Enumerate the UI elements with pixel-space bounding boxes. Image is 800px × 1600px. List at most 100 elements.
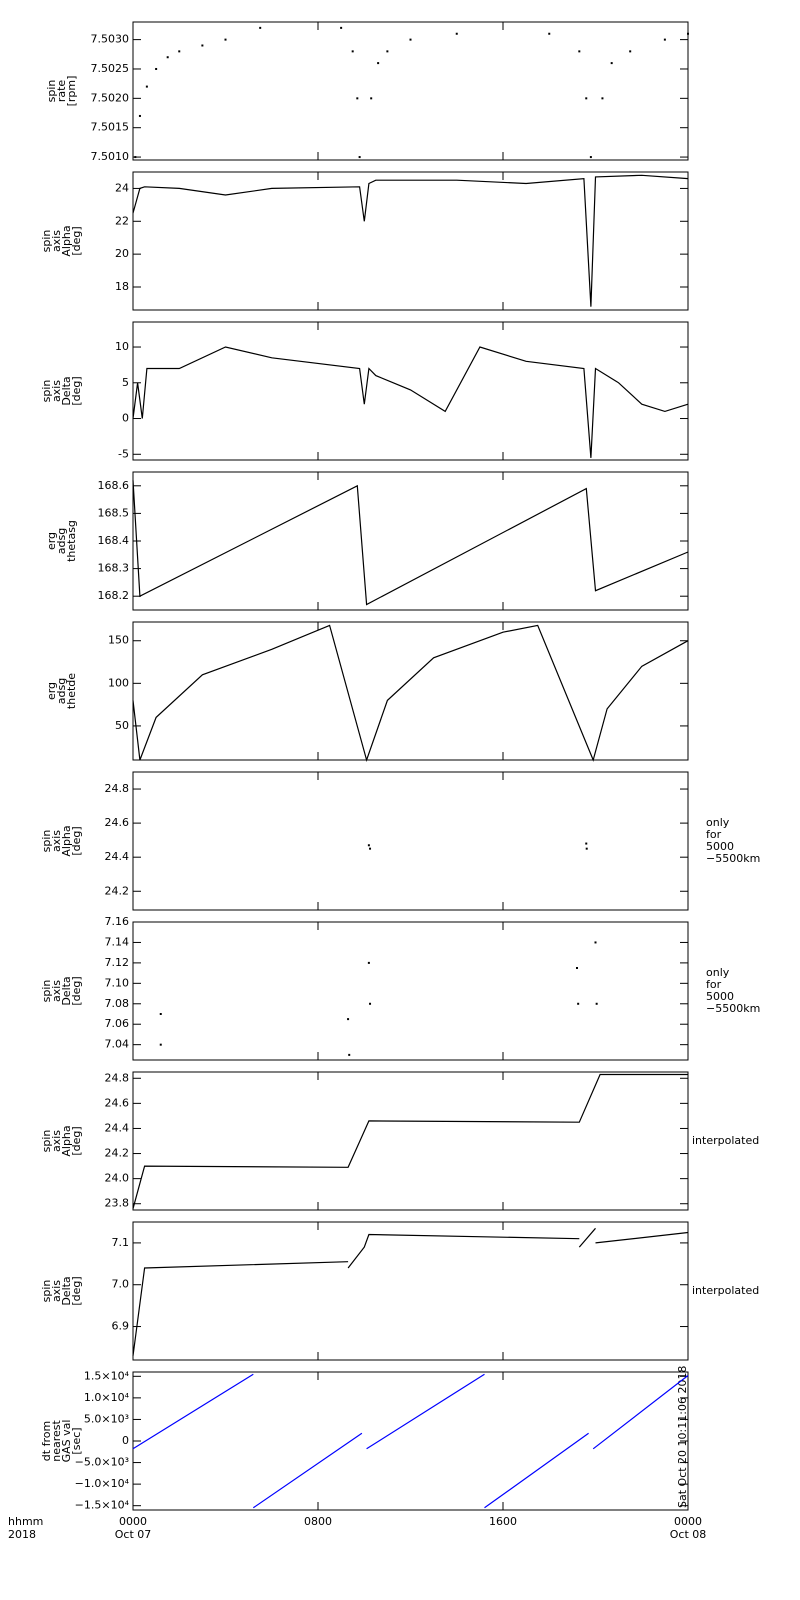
y-axis-label: [deg]	[70, 976, 83, 1005]
y-tick-label: 24.2	[105, 1147, 130, 1160]
side-note: 5000	[706, 840, 734, 853]
y-tick-label: 7.08	[105, 997, 130, 1010]
y-tick-label: 168.6	[98, 479, 130, 492]
point	[340, 26, 343, 29]
side-note: for	[706, 828, 722, 841]
y-axis-label: axis	[50, 380, 63, 402]
y-tick-label: 7.0	[112, 1278, 130, 1291]
y-tick-label: 7.14	[105, 935, 130, 948]
panel-frame	[132, 1221, 689, 1361]
point	[145, 85, 148, 88]
line	[132, 1073, 688, 1209]
y-axis-label: spin	[40, 1130, 53, 1153]
point	[201, 44, 204, 47]
point	[259, 26, 262, 29]
y-axis-label: Delta	[60, 976, 73, 1005]
y-axis-label: dt from	[40, 1421, 53, 1461]
y-tick-label: 168.2	[98, 589, 130, 602]
y-tick-label: 7.04	[105, 1038, 130, 1051]
y-tick-label: 168.3	[98, 562, 130, 575]
panel-frame	[132, 171, 689, 311]
side-note: interpolated	[692, 1284, 759, 1297]
y-axis-label: axis	[50, 1280, 63, 1302]
y-tick-label: -5	[118, 447, 129, 460]
y-tick-label: 24.0	[105, 1172, 130, 1185]
point	[367, 961, 370, 964]
panel-frame	[132, 921, 689, 1061]
y-tick-label: 7.5030	[91, 33, 130, 46]
point	[585, 842, 588, 845]
y-axis-label: axis	[50, 830, 63, 852]
point	[367, 844, 370, 847]
point	[358, 156, 361, 159]
side-note: only	[706, 966, 730, 979]
y-tick-label: 24.6	[105, 816, 130, 829]
point	[166, 56, 169, 59]
y-axis-label: spin	[40, 1280, 53, 1303]
y-tick-label: 24.8	[105, 782, 130, 795]
x-date-label: Oct 07	[115, 1528, 152, 1541]
y-axis-label: Delta	[60, 1276, 73, 1305]
x-tick-label: 0000	[119, 1515, 147, 1528]
point	[595, 1002, 598, 1005]
x-tick-label: 0800	[304, 1515, 332, 1528]
y-axis-label: nearest	[50, 1420, 63, 1462]
y-axis-label: spin	[40, 980, 53, 1003]
year-label: 2018	[8, 1528, 36, 1541]
y-axis-label: thetde	[65, 673, 78, 709]
point	[386, 50, 389, 53]
y-tick-label: 150	[108, 634, 129, 647]
point	[159, 1013, 162, 1015]
y-tick-label: 24.4	[105, 850, 130, 863]
y-tick-label: 24.2	[105, 884, 130, 897]
y-tick-label: 7.1	[112, 1236, 130, 1249]
y-axis-label: [deg]	[70, 376, 83, 405]
x-date-label: Oct 08	[670, 1528, 707, 1541]
point	[377, 62, 380, 65]
panel-frame	[132, 21, 689, 161]
y-axis-label: erg	[45, 532, 58, 550]
y-tick-label: 24.4	[105, 1121, 130, 1134]
y-axis-label: [sec]	[70, 1427, 83, 1454]
side-note: for	[706, 978, 722, 991]
y-axis-label: [deg]	[70, 826, 83, 855]
y-axis-label: adsg	[55, 528, 68, 554]
point	[178, 50, 181, 53]
point	[578, 50, 581, 53]
y-tick-label: 6.9	[112, 1320, 130, 1333]
point	[134, 156, 137, 159]
point	[369, 847, 372, 850]
y-tick-label: 7.5010	[91, 150, 130, 163]
y-tick-label: 7.5020	[91, 91, 130, 104]
y-tick-label: 10	[115, 340, 129, 353]
y-axis-label: [deg]	[70, 226, 83, 255]
y-tick-label: 0	[122, 1434, 129, 1447]
point	[159, 1043, 162, 1046]
y-tick-label: 100	[108, 676, 129, 689]
y-tick-label: 7.16	[105, 915, 130, 928]
y-axis-label: Delta	[60, 376, 73, 405]
y-axis-label: axis	[50, 1130, 63, 1152]
y-axis-label: erg	[45, 682, 58, 700]
y-axis-label: spin	[40, 380, 53, 403]
y-axis-label: thetasg	[65, 520, 78, 562]
point	[155, 67, 158, 70]
y-tick-label: −1.5×10⁴	[75, 1499, 130, 1512]
y-tick-label: −5.0×10³	[75, 1456, 129, 1469]
y-tick-label: −1.0×10⁴	[75, 1477, 130, 1490]
line	[132, 1373, 689, 1509]
panel-frame	[132, 621, 689, 761]
y-axis-label: spin	[45, 80, 58, 103]
point	[347, 1018, 350, 1021]
y-axis-label: axis	[50, 980, 63, 1002]
y-tick-label: 0	[122, 412, 129, 425]
side-note: interpolated	[692, 1134, 759, 1147]
line	[132, 1227, 689, 1356]
y-tick-label: 23.8	[105, 1197, 130, 1210]
point	[138, 114, 141, 117]
point	[687, 32, 689, 35]
side-note: −5500km	[706, 852, 760, 865]
point	[585, 97, 588, 100]
point	[356, 97, 359, 100]
